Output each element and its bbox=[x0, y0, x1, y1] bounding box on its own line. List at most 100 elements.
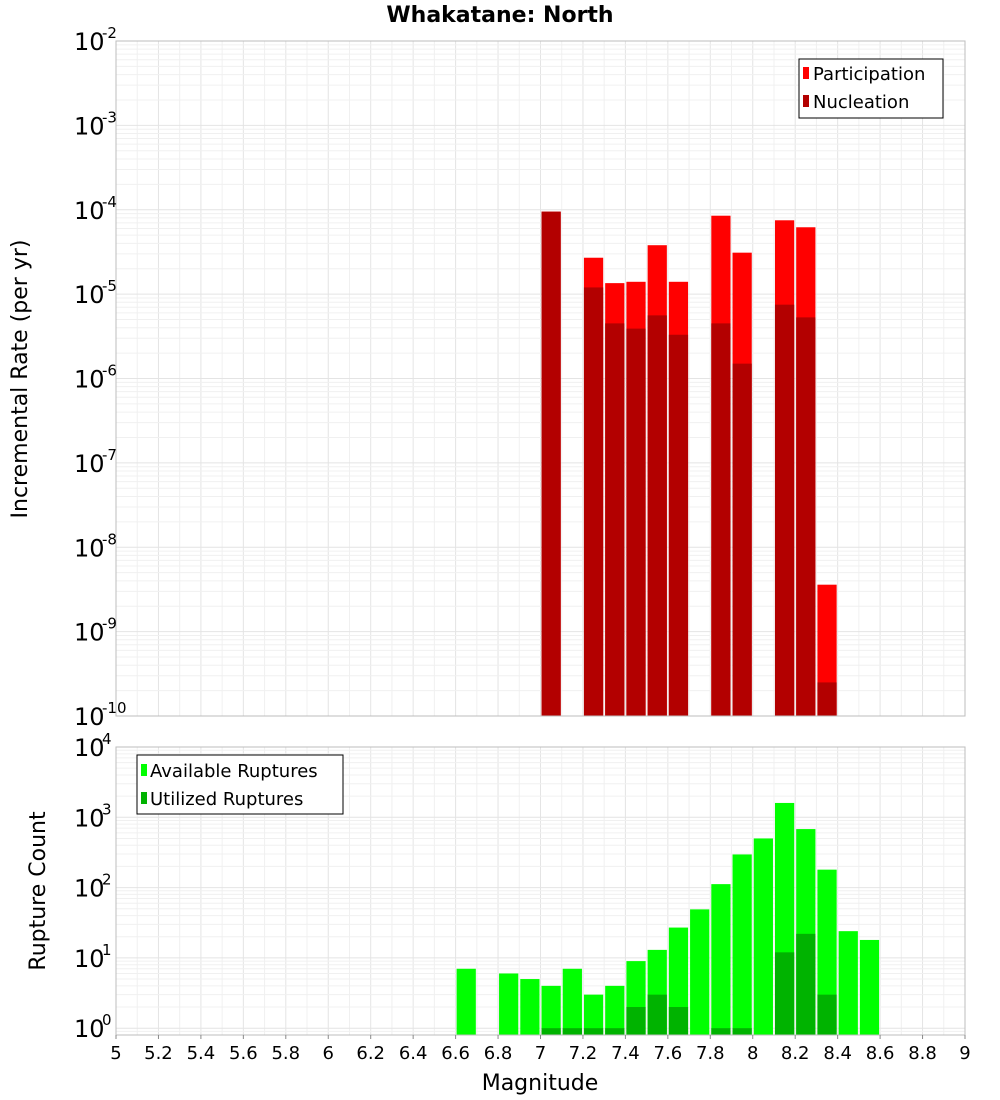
bar-utilized-ruptures bbox=[774, 952, 795, 1035]
top-legend: Participation Nucleation bbox=[798, 58, 944, 119]
bar-nucleation bbox=[647, 315, 667, 716]
y-tick-exponent: -6 bbox=[102, 362, 117, 380]
x-tick-label: 5.2 bbox=[144, 1043, 173, 1064]
top-bars bbox=[541, 211, 837, 717]
x-tick-label: 5.6 bbox=[229, 1043, 258, 1064]
y-tick-label: 10 bbox=[74, 450, 105, 478]
y-tick-label: 10 bbox=[74, 534, 105, 562]
top-y-axis-label: Incremental Rate (per yr) bbox=[8, 240, 33, 519]
legend-swatch-nucleation bbox=[803, 95, 809, 107]
bottom-legend: Available Ruptures Utilized Ruptures bbox=[136, 754, 344, 815]
bar-utilized-ruptures bbox=[817, 994, 837, 1035]
bar-utilized-ruptures bbox=[541, 1028, 561, 1035]
bar-available-ruptures bbox=[499, 973, 519, 1035]
bar-available-ruptures bbox=[859, 939, 880, 1035]
bar-nucleation bbox=[774, 304, 795, 716]
bar-available-ruptures bbox=[732, 854, 752, 1035]
y-tick-label: 10 bbox=[74, 875, 105, 903]
y-tick-exponent: 0 bbox=[102, 1011, 112, 1029]
y-tick-label: 10 bbox=[74, 703, 105, 731]
bar-utilized-ruptures bbox=[668, 1007, 689, 1035]
x-tick-label: 8.4 bbox=[823, 1043, 852, 1064]
x-tick-label: 5.8 bbox=[271, 1043, 300, 1064]
x-tick-label: 7 bbox=[535, 1043, 546, 1064]
legend-label-available-ruptures: Available Ruptures bbox=[150, 761, 318, 782]
bar-nucleation bbox=[732, 363, 752, 716]
y-tick-label: 10 bbox=[74, 619, 105, 647]
y-tick-exponent: -5 bbox=[102, 277, 117, 295]
bar-nucleation bbox=[711, 323, 731, 716]
x-tick-label: 6.2 bbox=[356, 1043, 385, 1064]
legend-label-nucleation: Nucleation bbox=[813, 92, 909, 113]
bar-utilized-ruptures bbox=[605, 1028, 625, 1035]
bar-utilized-ruptures bbox=[796, 933, 816, 1035]
bottom-bars bbox=[456, 802, 880, 1035]
y-tick-exponent: -7 bbox=[102, 446, 117, 464]
bar-nucleation bbox=[541, 211, 561, 716]
bar-available-ruptures bbox=[838, 931, 858, 1035]
legend-label-utilized-ruptures: Utilized Ruptures bbox=[150, 789, 303, 810]
bar-utilized-ruptures bbox=[626, 1007, 646, 1035]
bar-utilized-ruptures bbox=[583, 1028, 604, 1035]
bar-nucleation bbox=[668, 334, 689, 716]
bar-utilized-ruptures bbox=[711, 1028, 731, 1035]
x-tick-label: 8.2 bbox=[781, 1043, 810, 1064]
bar-available-ruptures bbox=[562, 968, 582, 1035]
bottom-legend-box bbox=[136, 754, 344, 815]
x-tick-label: 8.6 bbox=[866, 1043, 895, 1064]
y-tick-exponent: -10 bbox=[102, 699, 127, 717]
bar-available-ruptures bbox=[817, 869, 837, 1035]
bar-utilized-ruptures bbox=[562, 1028, 582, 1035]
bar-available-ruptures bbox=[456, 968, 476, 1035]
bar-nucleation bbox=[583, 287, 604, 716]
x-tick-label: 9 bbox=[959, 1043, 970, 1064]
y-tick-exponent: 1 bbox=[102, 941, 112, 959]
y-tick-exponent: -8 bbox=[102, 530, 117, 548]
y-tick-label: 10 bbox=[74, 945, 105, 973]
chart-title: Whakatane: North bbox=[386, 3, 613, 28]
y-tick-label: 10 bbox=[74, 1015, 105, 1043]
top-plot-frame bbox=[115, 40, 966, 717]
x-tick-label: 7.2 bbox=[569, 1043, 598, 1064]
y-tick-label: 10 bbox=[74, 804, 105, 832]
bar-available-ruptures bbox=[605, 985, 625, 1035]
x-tick-label: 7.4 bbox=[611, 1043, 640, 1064]
x-axis-label: Magnitude bbox=[482, 1071, 599, 1096]
legend-swatch-participation bbox=[803, 67, 809, 79]
y-tick-exponent: -3 bbox=[102, 108, 117, 126]
bar-nucleation bbox=[626, 328, 646, 716]
legend-swatch-utilized-ruptures bbox=[141, 792, 147, 804]
y-tick-label: 10 bbox=[74, 281, 105, 309]
x-tick-label: 6.6 bbox=[441, 1043, 470, 1064]
bar-available-ruptures bbox=[753, 838, 773, 1035]
x-tick-label: 6 bbox=[323, 1043, 334, 1064]
top-grid bbox=[115, 40, 966, 717]
y-tick-exponent: 3 bbox=[102, 800, 112, 818]
bar-available-ruptures bbox=[583, 994, 604, 1035]
bar-available-ruptures bbox=[520, 979, 540, 1035]
y-tick-exponent: 4 bbox=[102, 730, 112, 748]
bar-utilized-ruptures bbox=[647, 994, 667, 1035]
x-tick-label: 5.4 bbox=[187, 1043, 216, 1064]
bar-nucleation bbox=[817, 682, 837, 716]
x-tick-label: 8.8 bbox=[908, 1043, 937, 1064]
y-tick-label: 10 bbox=[74, 112, 105, 140]
x-tick-label: 5 bbox=[110, 1043, 121, 1064]
y-tick-label: 10 bbox=[74, 197, 105, 225]
bar-nucleation bbox=[605, 323, 625, 716]
y-tick-label: 10 bbox=[74, 734, 105, 762]
bar-available-ruptures bbox=[541, 985, 561, 1035]
x-tick-label: 6.4 bbox=[399, 1043, 428, 1064]
x-tick-label: 7.8 bbox=[696, 1043, 725, 1064]
bar-available-ruptures bbox=[690, 909, 710, 1035]
bottom-y-axis-label: Rupture Count bbox=[26, 811, 51, 971]
y-tick-exponent: -9 bbox=[102, 615, 117, 633]
y-tick-label: 10 bbox=[74, 28, 105, 56]
y-tick-exponent: -2 bbox=[102, 24, 117, 42]
legend-label-participation: Participation bbox=[813, 64, 925, 85]
y-tick-label: 10 bbox=[74, 366, 105, 394]
